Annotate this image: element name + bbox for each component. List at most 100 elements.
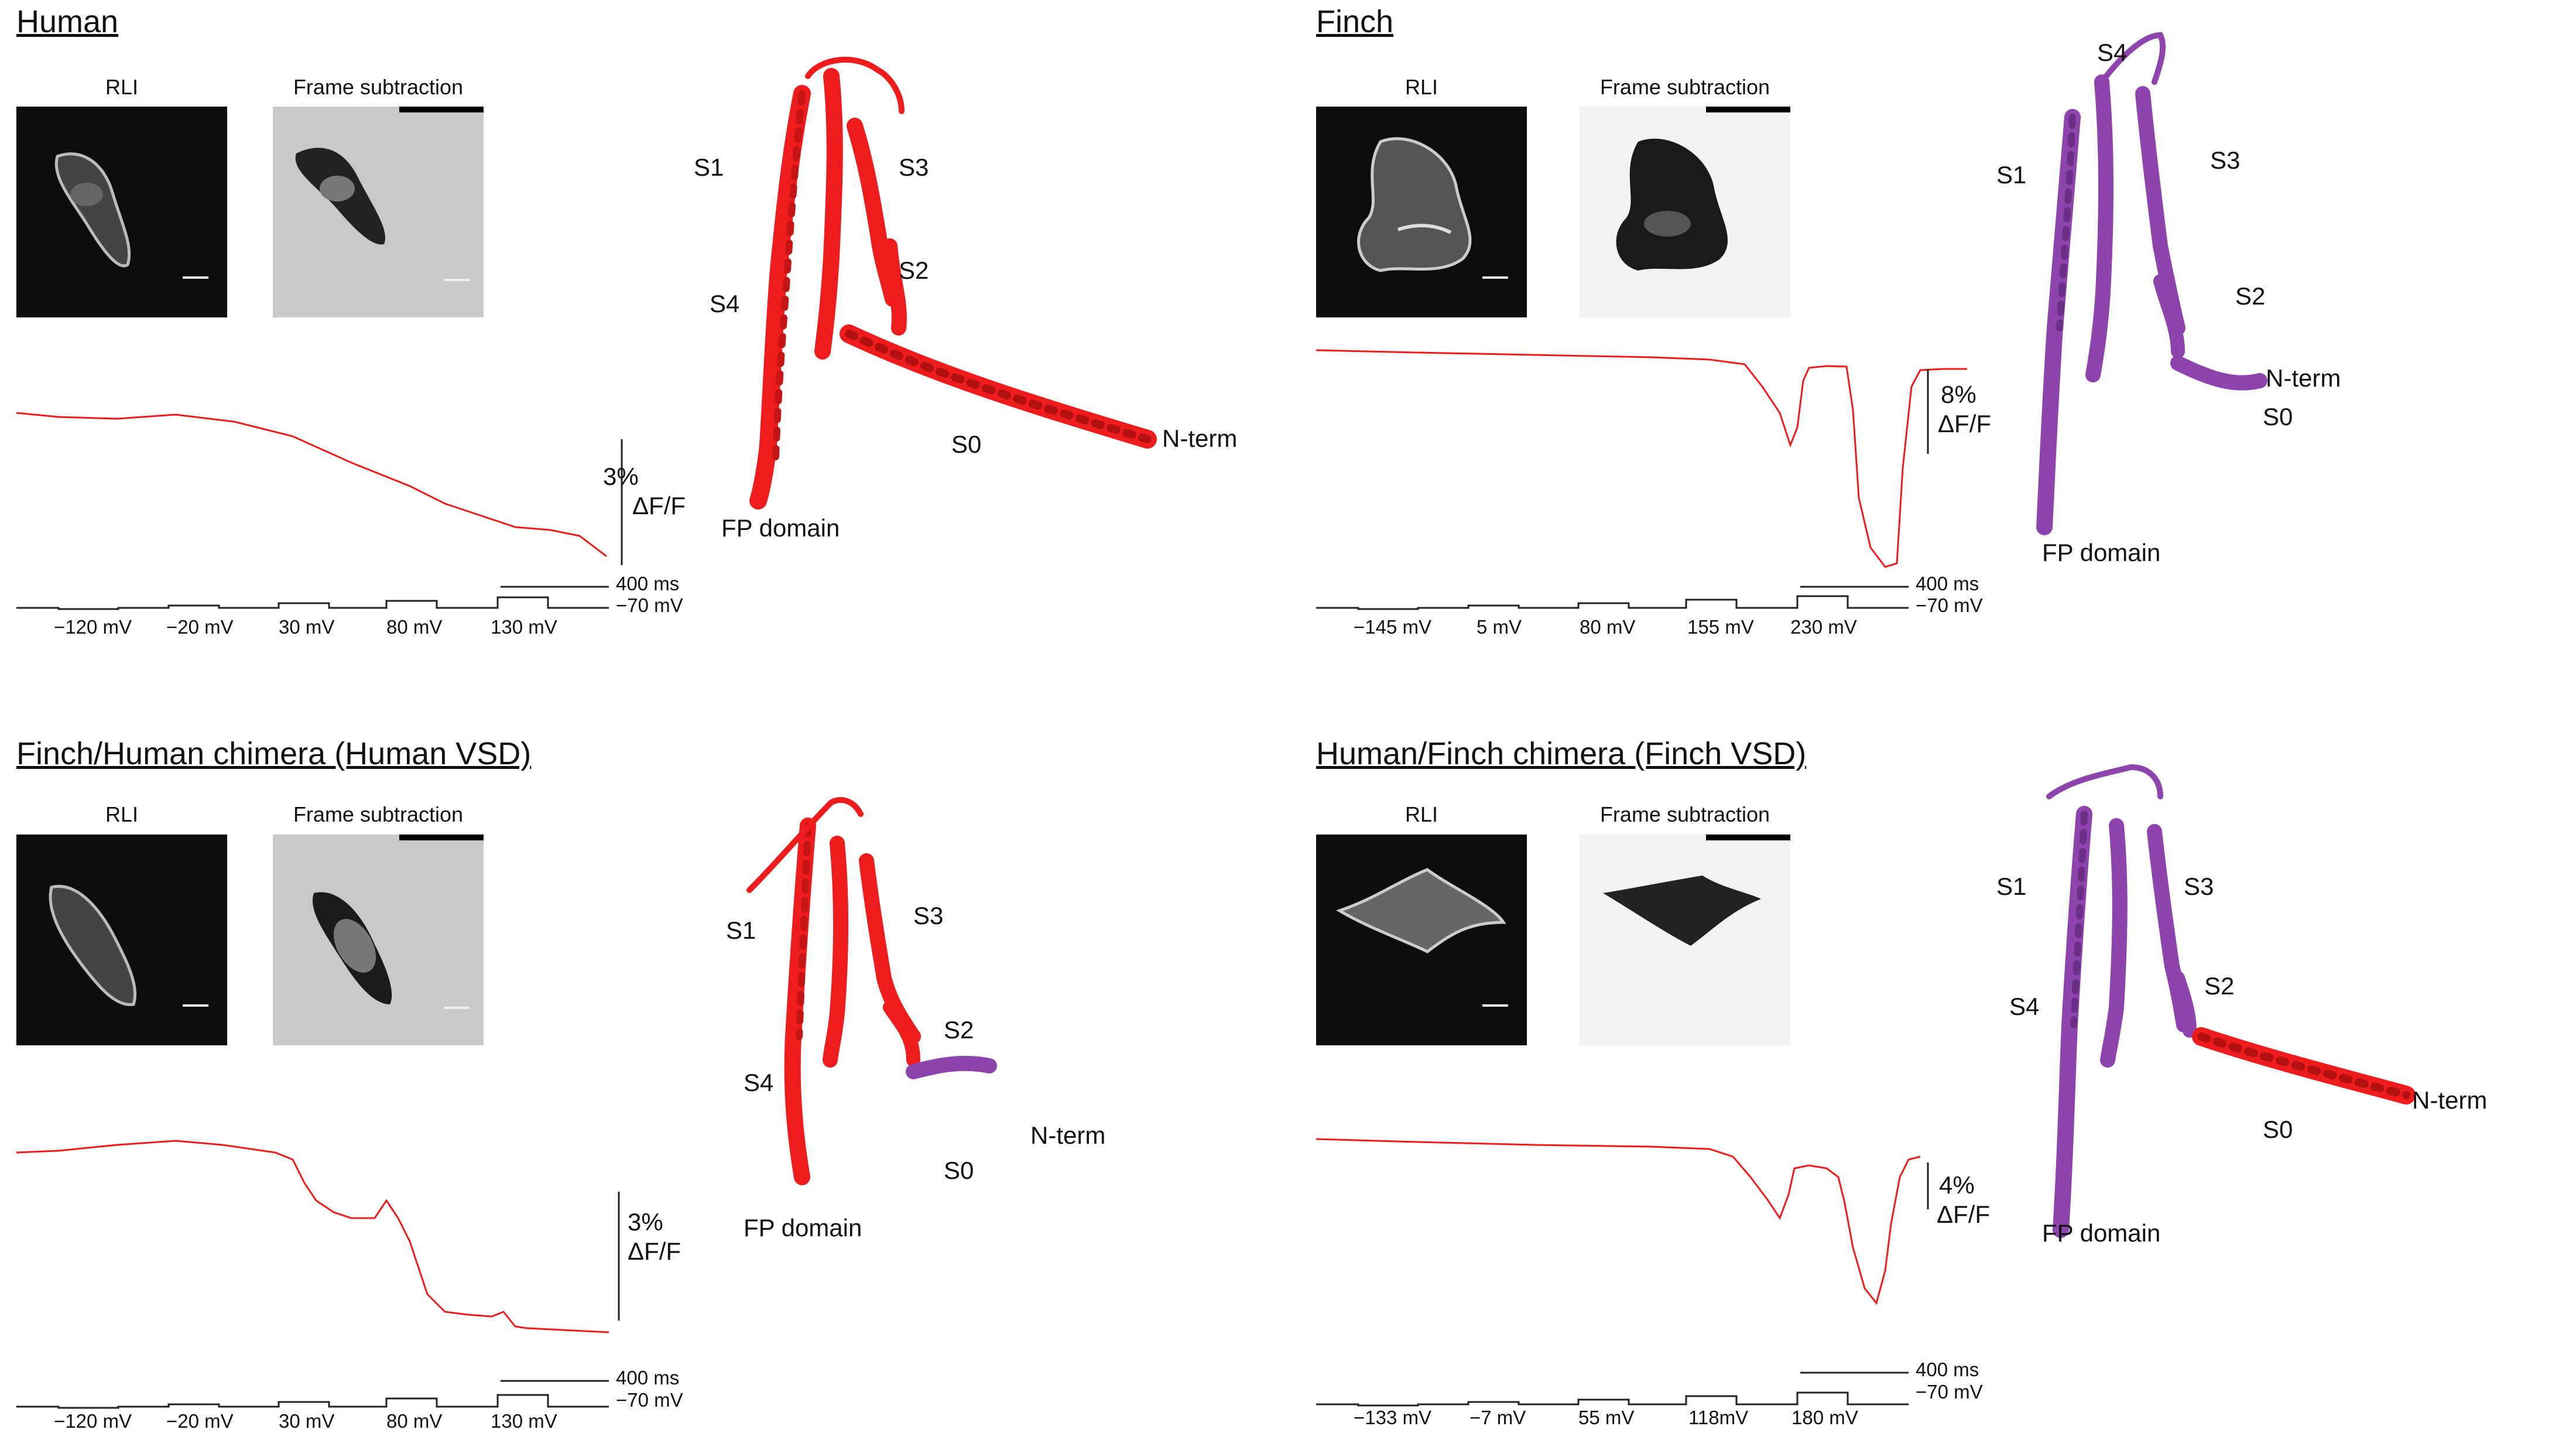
rli-caption: RLI [1405, 802, 1438, 826]
frame-subtraction-caption: Frame subtraction [293, 75, 464, 99]
panel-graphics [1316, 32, 2267, 610]
voltage-protocol [1316, 595, 1909, 610]
scale-time-label: 400 ms [616, 1367, 680, 1389]
step-label: 230 mV [1790, 616, 1857, 638]
step-label: 5 mV [1477, 616, 1522, 638]
frame-subtraction-image [273, 835, 484, 1045]
panel-title: Finch/Human chimera (Human VSD) [16, 736, 532, 771]
holding-potential-label: −70 mV [1916, 594, 1983, 616]
step-label: −133 mV [1354, 1407, 1431, 1428]
nterm-label: N-term [2266, 364, 2341, 392]
rli-caption: RLI [1405, 75, 1438, 99]
panel-graphics [16, 797, 997, 1409]
step-label: 130 mV [491, 616, 557, 638]
frame-subtraction-image [273, 107, 484, 317]
nterm-label: N-term [1030, 1121, 1106, 1149]
fp-domain-label: FP domain [744, 1214, 862, 1242]
scale-dff-label: ΔF/F [1937, 1201, 1991, 1228]
scale-dff-label: ΔF/F [628, 1237, 681, 1265]
rli-caption: RLI [105, 75, 139, 99]
s3-label: S3 [913, 902, 944, 929]
frame-subtraction-image [1580, 835, 1790, 1045]
step-label: −120 mV [54, 616, 132, 638]
fp-domain-label: FP domain [2042, 1219, 2161, 1247]
rli-image: · [16, 107, 227, 317]
scale-bar [1482, 276, 1508, 279]
s4-label: S4 [744, 1069, 774, 1096]
s0-label: S0 [2263, 1116, 2293, 1143]
frame-subtraction-image [1580, 107, 1790, 317]
image-top-bar [399, 107, 484, 112]
panel-finch-human-chimera: Finch/Human chimera (Human VSD) RLI Fram… [0, 732, 1288, 1450]
s1-label: S1 [726, 916, 756, 944]
step-label: 155 mV [1687, 616, 1754, 638]
protein-structure [746, 797, 997, 1185]
step-label: −20 mV [166, 1410, 234, 1432]
image-top-bar [399, 835, 484, 840]
rli-image [16, 835, 227, 1045]
protein-structure [2046, 764, 2416, 1238]
image-annotation: · [20, 308, 22, 314]
protein-structure [749, 56, 1157, 509]
frame-subtraction-caption: Frame subtraction [293, 802, 464, 826]
rli-caption: RLI [105, 802, 139, 826]
voltage-protocol [1316, 1391, 1909, 1407]
scale-time-label: 400 ms [616, 573, 680, 594]
step-label: 130 mV [491, 1410, 557, 1432]
scale-bar [1482, 1004, 1508, 1007]
holding-potential-label: −70 mV [1916, 1381, 1983, 1403]
panel-human: Human RLI Frame subtraction · [0, 0, 1288, 718]
step-label: 80 mV [386, 1410, 443, 1432]
s0-label: S0 [951, 430, 982, 458]
scale-bar [183, 1004, 208, 1007]
frame-subtraction-caption: Frame subtraction [1599, 802, 1770, 826]
scale-bar [444, 279, 470, 281]
step-label: 180 mV [1791, 1407, 1858, 1428]
step-label: 30 mV [279, 1410, 335, 1432]
scale-pct-label: 3% [628, 1208, 663, 1236]
step-label: 80 mV [1580, 616, 1636, 638]
step-label: −20 mV [166, 616, 234, 638]
s3-label: S3 [2184, 873, 2214, 900]
step-label: −145 mV [1354, 616, 1431, 638]
panel-graphics [16, 56, 1157, 610]
s2-label: S2 [944, 1016, 974, 1044]
fp-domain-label: FP domain [2042, 539, 2161, 566]
protein-structure [2036, 32, 2267, 535]
s4-label: S4 [710, 290, 740, 317]
voltage-protocol [16, 596, 609, 610]
fp-domain-label: FP domain [721, 514, 840, 542]
scale-time-label: 400 ms [1916, 1359, 1979, 1380]
step-label: −120 mV [54, 1410, 132, 1432]
scale-pct-label: 8% [1941, 381, 1976, 408]
scale-dff-label: ΔF/F [1938, 410, 1992, 437]
holding-potential-label: −70 mV [616, 1389, 683, 1411]
s2-label: S2 [2204, 972, 2235, 1000]
fluorescence-trace [16, 412, 607, 558]
scale-pct-label: 3% [603, 463, 639, 490]
s4-label: S4 [2009, 993, 2040, 1020]
s1-label: S1 [1996, 161, 2027, 189]
panel-title: Human/Finch chimera (Finch VSD) [1316, 736, 1807, 771]
scale-time-label: 400 ms [1916, 573, 1979, 594]
step-label: −7 mV [1469, 1407, 1526, 1428]
s2-label: S2 [899, 257, 929, 284]
nterm-label: N-term [2412, 1086, 2488, 1114]
s3-label: S3 [899, 153, 929, 181]
s2-label: S2 [2235, 282, 2266, 310]
s0-label: S0 [2263, 403, 2293, 430]
step-label: 80 mV [386, 616, 443, 638]
step-label: 55 mV [1578, 1407, 1635, 1428]
image-top-bar [1706, 835, 1790, 840]
holding-potential-label: −70 mV [616, 594, 683, 616]
image-top-bar [1706, 107, 1790, 112]
step-label: 118mV [1688, 1407, 1749, 1428]
fluorescence-trace [16, 1140, 609, 1333]
scale-bar [183, 276, 208, 279]
s1-label: S1 [694, 153, 724, 181]
step-label: 30 mV [279, 616, 335, 638]
scale-dff-label: ΔF/F [632, 492, 686, 519]
scale-bar [444, 1007, 470, 1009]
panel-graphics [1316, 764, 2416, 1407]
panel-human-finch-chimera: Human/Finch chimera (Finch VSD) RLI Fram… [1300, 732, 2576, 1450]
